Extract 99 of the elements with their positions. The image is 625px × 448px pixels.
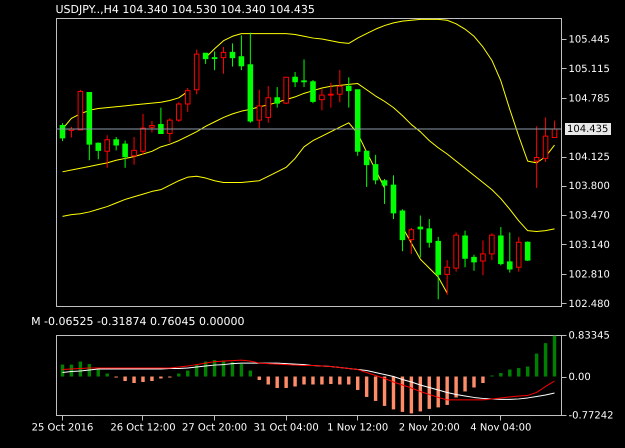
candlestick bbox=[328, 82, 334, 108]
candlestick bbox=[444, 260, 450, 296]
bar bbox=[356, 376, 360, 390]
bar bbox=[132, 376, 136, 383]
bar bbox=[428, 376, 431, 409]
bar bbox=[194, 365, 198, 377]
candlestick bbox=[292, 71, 298, 88]
bar bbox=[382, 376, 386, 406]
bar bbox=[544, 343, 548, 377]
bar bbox=[445, 376, 449, 405]
bar bbox=[418, 376, 422, 412]
y-tick-label: 105.115 bbox=[568, 64, 610, 75]
candlestick bbox=[104, 134, 110, 168]
candlestick bbox=[238, 34, 244, 71]
candlestick bbox=[95, 142, 102, 160]
candlestick bbox=[113, 136, 119, 151]
candlestick bbox=[471, 254, 477, 272]
candlestick bbox=[426, 218, 432, 248]
bar bbox=[454, 376, 458, 398]
y-tick-label: 102.810 bbox=[568, 269, 610, 280]
candlestick bbox=[418, 215, 424, 258]
candlestick bbox=[220, 46, 226, 74]
x-tick-label: 31 Oct 04:00 bbox=[254, 422, 319, 434]
bar bbox=[463, 376, 467, 392]
candlestick bbox=[319, 88, 325, 111]
line-series bbox=[62, 83, 556, 232]
y-tick-label: 0.83345 bbox=[568, 330, 610, 342]
y-tick-label: 0.00 bbox=[568, 372, 591, 384]
bar bbox=[374, 376, 378, 401]
candlestick bbox=[462, 230, 468, 268]
candlestick bbox=[274, 86, 280, 108]
candlestick bbox=[60, 122, 66, 142]
bar bbox=[106, 374, 109, 377]
x-tick-label: 1 Nov 12:00 bbox=[327, 422, 388, 434]
bar bbox=[284, 376, 288, 388]
x-tick-label: 26 Oct 12:00 bbox=[110, 422, 176, 434]
bar bbox=[329, 376, 333, 384]
y-tick-label: 103.470 bbox=[568, 210, 610, 222]
bar bbox=[230, 362, 234, 377]
bar bbox=[347, 376, 350, 384]
candlestick bbox=[552, 120, 558, 138]
bar bbox=[186, 370, 190, 377]
candlestick bbox=[310, 79, 316, 104]
y-tick-label: 104.125 bbox=[568, 152, 610, 164]
candlestick bbox=[480, 240, 486, 276]
candlestick bbox=[507, 232, 513, 274]
bar bbox=[96, 370, 100, 377]
x-tick-label: 4 Nov 04:00 bbox=[470, 422, 532, 434]
candlestick bbox=[301, 58, 307, 88]
candlestick bbox=[408, 227, 414, 254]
bar bbox=[150, 376, 154, 382]
bar bbox=[499, 373, 503, 377]
candlestick bbox=[256, 89, 262, 129]
candlestick bbox=[122, 140, 128, 168]
y-tick-label: 104.785 bbox=[568, 93, 610, 104]
bar bbox=[526, 366, 530, 377]
candlestick bbox=[265, 86, 272, 124]
chart-title: USDJPY..,H4 104.340 104.530 104.340 104.435 bbox=[56, 3, 315, 16]
bar bbox=[400, 376, 404, 412]
bar bbox=[436, 376, 440, 408]
candlestick bbox=[382, 178, 388, 204]
bar bbox=[508, 370, 512, 377]
candlestick bbox=[372, 154, 378, 185]
candlestick bbox=[524, 240, 530, 262]
bar bbox=[293, 376, 297, 386]
y-tick-label: 105.445 bbox=[568, 34, 610, 46]
bar bbox=[534, 354, 538, 377]
candlestick bbox=[230, 42, 236, 68]
y-tick-label: 102.480 bbox=[568, 298, 610, 310]
y-tick-label: 103.800 bbox=[568, 181, 610, 192]
x-tick-label: 2 Nov 20:00 bbox=[398, 422, 460, 434]
bar bbox=[258, 376, 262, 380]
bar bbox=[177, 374, 180, 377]
candlestick bbox=[364, 150, 370, 188]
bar bbox=[320, 376, 324, 384]
candlestick bbox=[542, 116, 548, 162]
bar bbox=[275, 376, 279, 388]
x-tick-label: 27 Oct 20:00 bbox=[182, 422, 248, 434]
bar bbox=[517, 368, 520, 377]
x-tick-label: 25 Oct 2016 bbox=[32, 422, 94, 434]
bar bbox=[248, 370, 252, 377]
bar bbox=[410, 376, 414, 414]
bar bbox=[240, 364, 244, 377]
bar bbox=[364, 376, 368, 397]
bar bbox=[123, 376, 127, 382]
candlestick bbox=[346, 76, 352, 108]
candlestick bbox=[337, 70, 343, 103]
candlestick bbox=[489, 232, 495, 261]
bar bbox=[266, 376, 270, 384]
candlestick bbox=[131, 136, 137, 166]
y-tick-label: -0.77242 bbox=[568, 410, 614, 422]
candlestick bbox=[534, 126, 540, 188]
chart-title: M -0.06525 -0.31874 0.76045 0.00000 bbox=[31, 315, 244, 328]
bar bbox=[338, 376, 342, 384]
ref-line-label: 104.435 bbox=[567, 124, 608, 136]
candlestick bbox=[202, 52, 208, 64]
candlestick bbox=[212, 50, 218, 71]
y-tick-label: 103.140 bbox=[568, 240, 610, 251]
bar bbox=[481, 376, 485, 383]
